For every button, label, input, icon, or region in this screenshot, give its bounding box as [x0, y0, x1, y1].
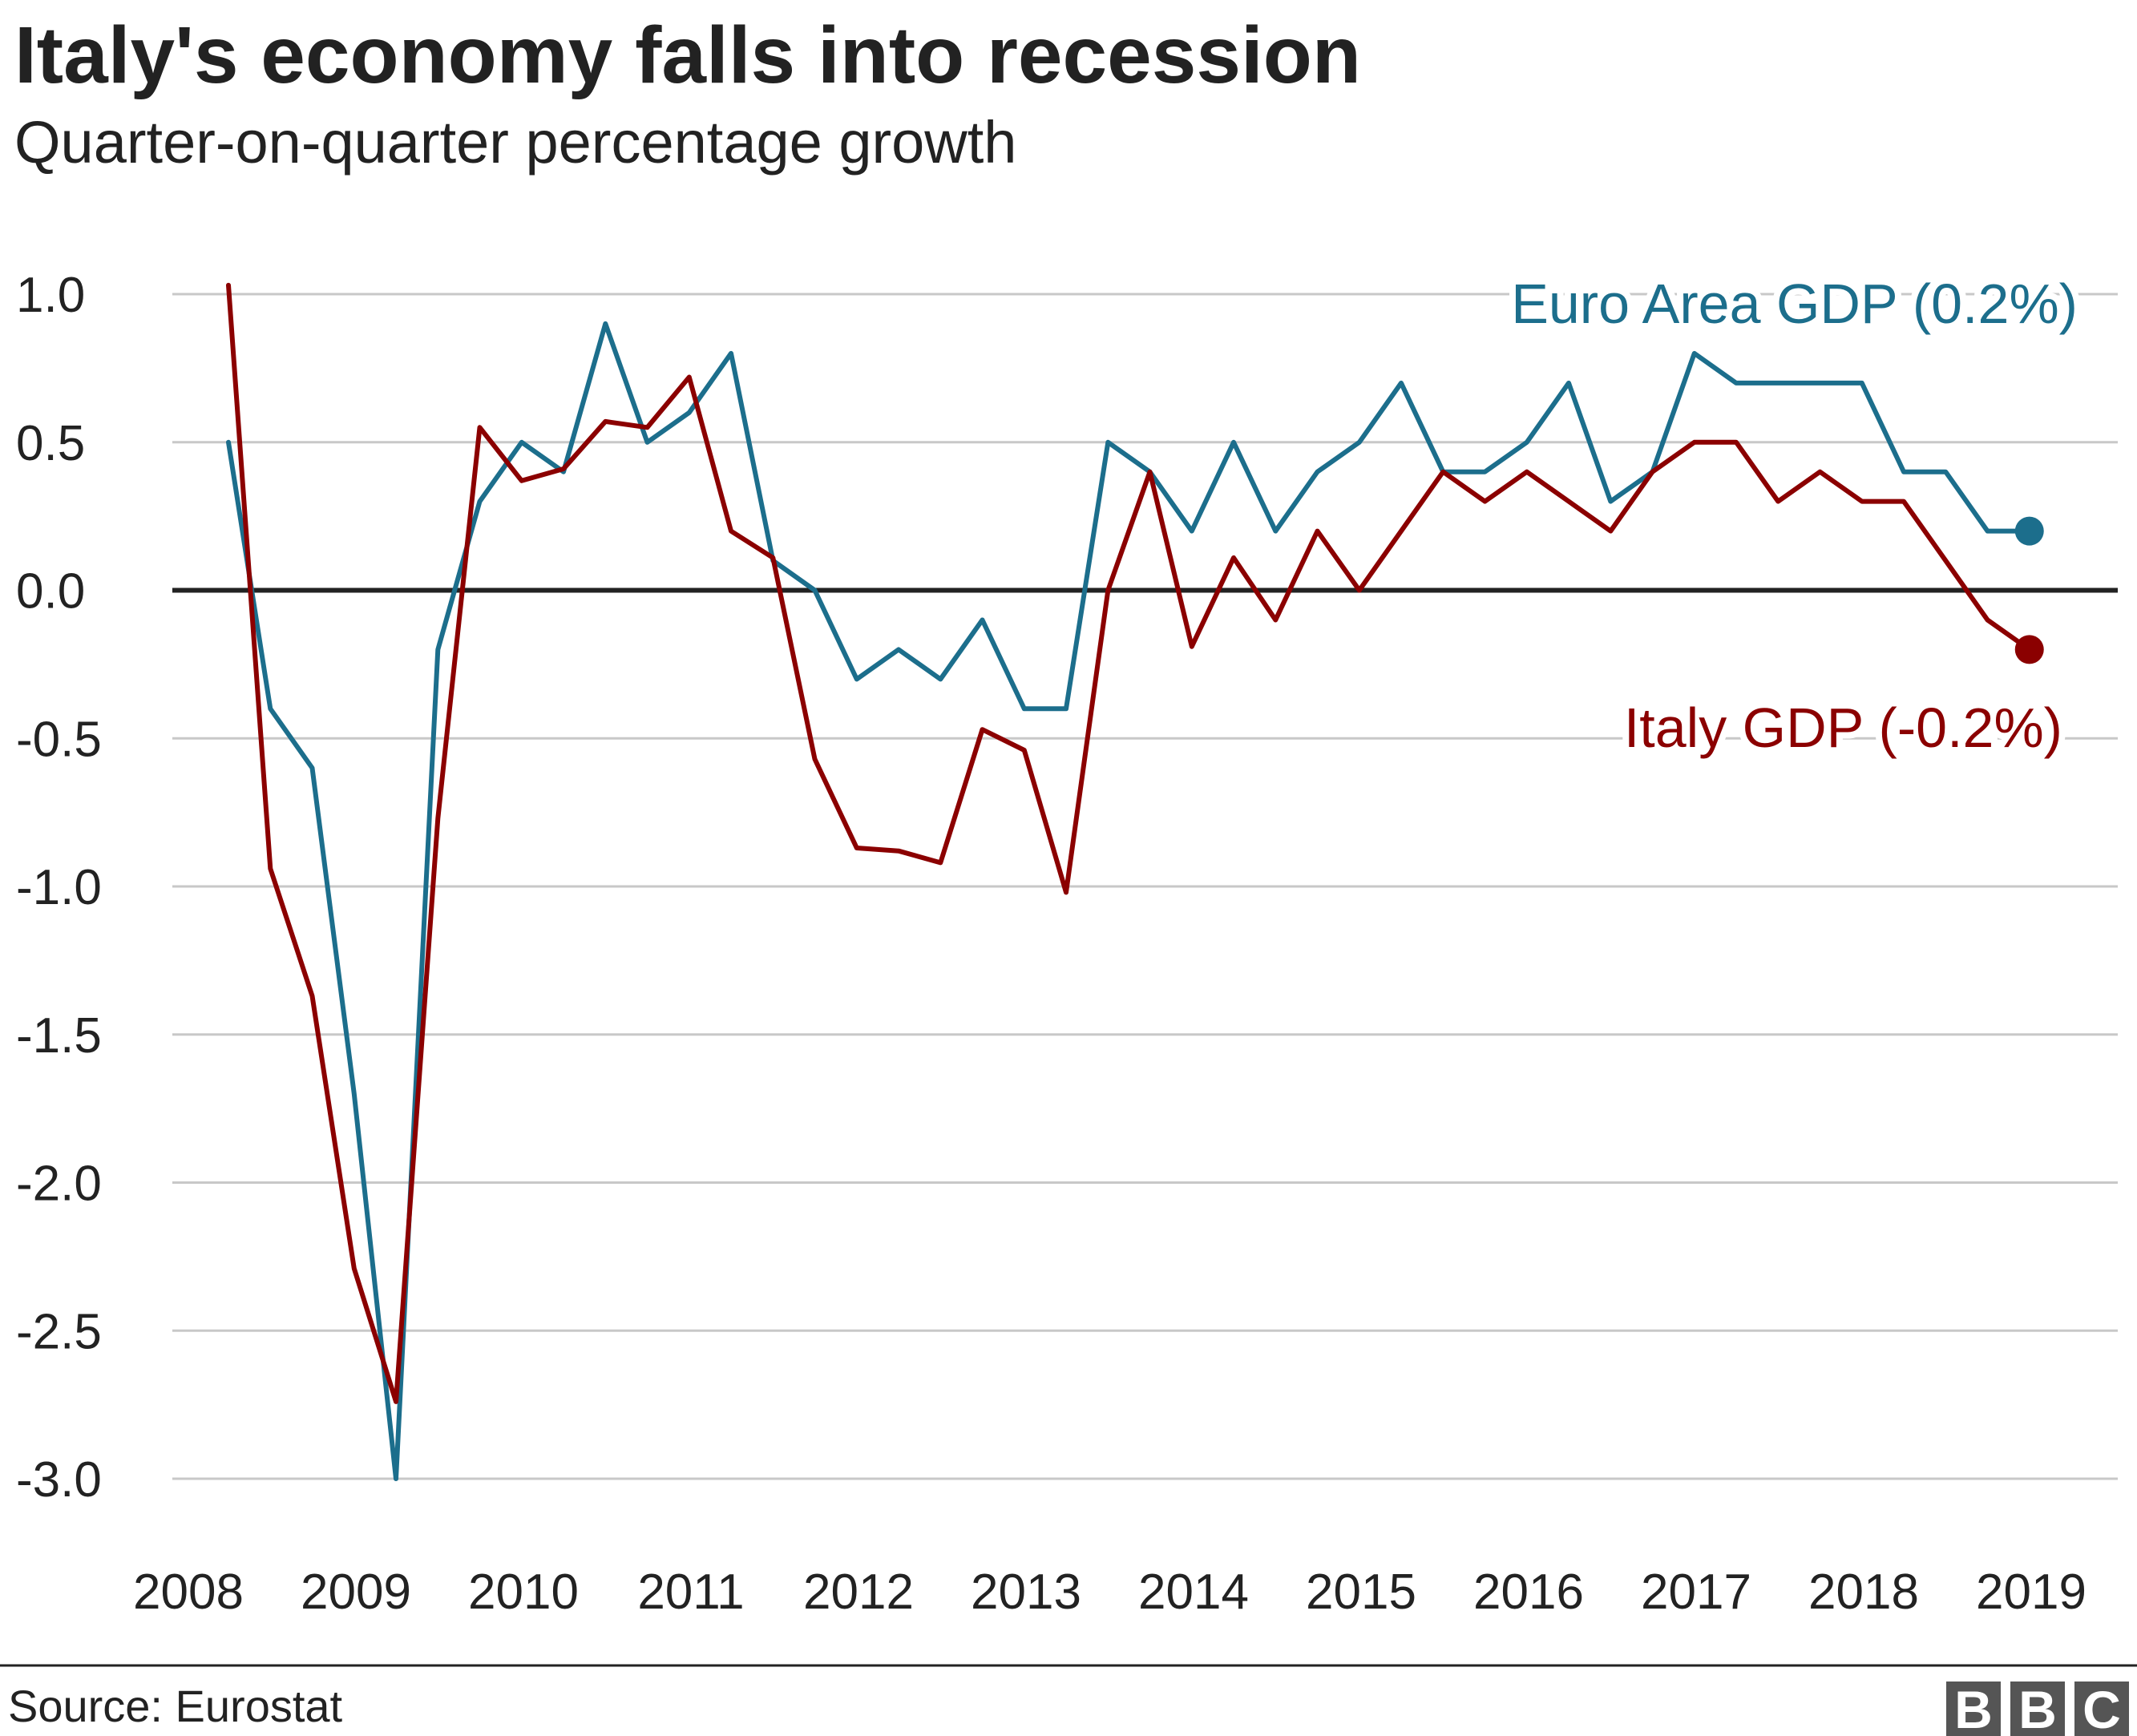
y-tick-label: 1.0 [16, 268, 85, 323]
y-tick-label: 0.0 [16, 564, 85, 620]
euro-area-series-label: Euro Area GDP (0.2%) [1511, 273, 2078, 335]
euro-area-end-marker [2014, 516, 2044, 546]
x-tick-label: 2011 [637, 1564, 744, 1620]
bbc-logo: B B C [1946, 1680, 2129, 1736]
y-tick-label: -0.5 [16, 712, 102, 767]
y-tick-label: -2.5 [16, 1304, 102, 1359]
y-tick-label: -1.5 [16, 1008, 102, 1064]
x-tick-label: 2018 [1808, 1564, 1919, 1620]
y-tick-label: -2.0 [16, 1157, 102, 1212]
italy-end-marker [2014, 635, 2044, 664]
chart-title: Italy's economy falls into recession [14, 10, 1361, 100]
euro-area-line [226, 321, 2032, 1481]
x-tick-label: 2014 [1138, 1564, 1249, 1620]
x-tick-label: 2009 [301, 1564, 411, 1620]
chart-subtitle: Quarter-on-quarter percentage growth [14, 109, 1016, 176]
x-tick-label: 2008 [133, 1564, 244, 1620]
italy-series-label: Italy GDP (-0.2%) [1624, 696, 2062, 759]
y-axis-ticks: 1.0 0.5 0.0 -0.5 -1.0 -1.5 -2.0 -2.5 -3.0 [16, 268, 102, 1508]
x-tick-label: 2015 [1306, 1564, 1416, 1620]
x-axis-ticks: 2008 2009 2010 2011 2012 2013 2014 2015 2016 2017… [133, 1564, 2087, 1620]
x-tick-label: 2013 [971, 1564, 1081, 1620]
y-tick-label: -3.0 [16, 1452, 102, 1508]
y-tick-label: 0.5 [16, 416, 85, 471]
bbc-logo-letter: C [2082, 1680, 2121, 1736]
x-tick-label: 2016 [1473, 1564, 1584, 1620]
gridlines [172, 293, 2118, 1480]
x-tick-label: 2019 [1976, 1564, 2087, 1620]
x-tick-label: 2017 [1641, 1564, 1751, 1620]
x-tick-label: 2012 [803, 1564, 914, 1620]
y-tick-label: -1.0 [16, 860, 102, 915]
bbc-logo-letter: B [2018, 1680, 2057, 1736]
italy-line [226, 282, 2032, 1404]
bbc-logo-letter: B [1954, 1680, 1993, 1736]
source-text: Source: Eurostat [8, 1681, 343, 1731]
series-lines [226, 282, 2044, 1481]
x-tick-label: 2010 [468, 1564, 579, 1620]
